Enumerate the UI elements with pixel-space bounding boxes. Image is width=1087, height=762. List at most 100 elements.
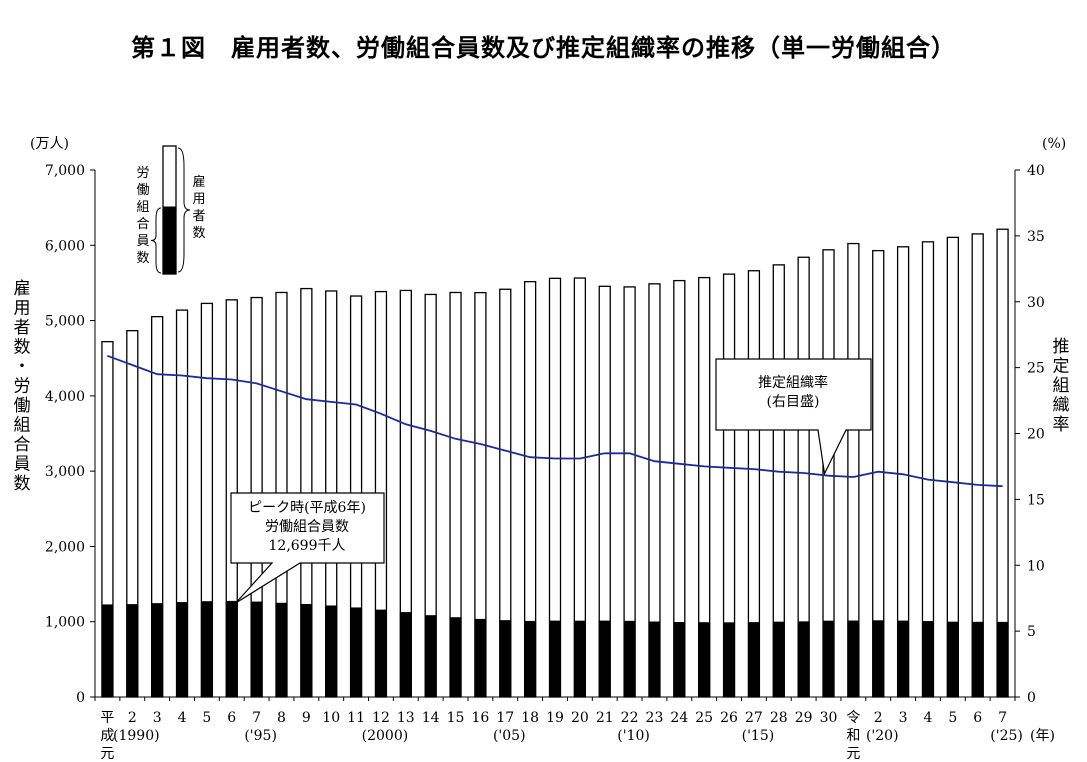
x-tick-label: 7 — [998, 710, 1007, 726]
union-bar — [723, 622, 736, 698]
x-tick-label: 元 — [100, 746, 114, 762]
peak-callout-text: ピーク時(平成6年) — [248, 500, 366, 516]
right-axis-title-char: 組 — [1053, 376, 1070, 396]
union-bar — [996, 621, 1009, 698]
left-tick-label: 0 — [76, 690, 85, 706]
left-axis-title-char: ・ — [14, 357, 31, 377]
left-axis-title-char: 組 — [14, 416, 31, 436]
x-tick-label: 令 — [846, 710, 860, 726]
left-axis-title-char: 用 — [14, 299, 31, 319]
union-bar — [176, 602, 189, 698]
x-tick-label: 4 — [178, 710, 187, 726]
left-axis-title-char: 員 — [14, 455, 31, 475]
rate-callout-box — [715, 358, 872, 476]
legend-inner-label-char: 員 — [136, 234, 149, 249]
union-bar — [673, 622, 686, 698]
year-annotation: (1990) — [113, 728, 160, 744]
right-tick-label: 35 — [1027, 229, 1045, 245]
right-axis-title-char: 推 — [1053, 337, 1070, 357]
chart-title: 第１図 雇用者数、労働組合員数及び推定組織率の推移（単一労働組合） — [131, 34, 956, 62]
right-tick-label: 15 — [1027, 492, 1045, 508]
year-annotation: ('20) — [866, 728, 899, 744]
year-annotation: ('05) — [493, 728, 526, 744]
x-tick-label: 6 — [227, 710, 236, 726]
year-annotation: ('10) — [617, 728, 650, 744]
year-annotation: ('15) — [742, 728, 775, 744]
union-bar — [474, 618, 487, 698]
x-tick-label: 和 — [846, 728, 860, 744]
union-bar — [897, 620, 910, 698]
x-tick-label: 3 — [899, 710, 908, 726]
x-tick-label: 19 — [546, 710, 564, 726]
union-bar — [424, 615, 437, 698]
year-annotation: ('25) — [990, 728, 1023, 744]
peak-callout-text: 労働組合員数 — [265, 519, 349, 535]
x-tick-label: 26 — [720, 710, 738, 726]
union-bar — [101, 604, 114, 698]
union-bar — [449, 617, 462, 698]
legend-inner-label-char: 労 — [136, 166, 149, 181]
x-tick-label: 4 — [924, 710, 933, 726]
legend-inner-label-char: 働 — [136, 183, 149, 198]
left-tick-label: 4,000 — [45, 389, 85, 405]
union-bar — [126, 604, 139, 698]
left-unit: (万人) — [30, 136, 69, 152]
right-tick-label: 40 — [1027, 163, 1045, 179]
union-bar — [573, 620, 586, 698]
rate-callout-text: 推定組織率 — [758, 374, 828, 391]
x-tick-label: 24 — [670, 710, 688, 726]
callouts: ピーク時(平成6年) 労働組合員数 12,699千人 推定組織率 (右目盛) — [230, 358, 872, 604]
year-annotation: ('95) — [244, 728, 277, 744]
x-tick-label: 2 — [128, 710, 137, 726]
left-axis-title-char: 労 — [14, 377, 31, 397]
union-bar — [946, 621, 959, 698]
right-tick-label: 5 — [1027, 624, 1036, 640]
left-axis-title-char: 者 — [14, 318, 31, 338]
union-bar — [549, 620, 561, 698]
x-tick-label: 25 — [695, 710, 713, 726]
x-tick-label: 29 — [795, 710, 813, 726]
union-bar — [797, 621, 810, 698]
legend-inner-brace — [150, 207, 162, 274]
union-bar — [623, 620, 636, 698]
union-bar — [350, 607, 363, 698]
left-tick-label: 5,000 — [45, 314, 85, 330]
union-bar — [499, 620, 512, 698]
right-axis-title-char: 定 — [1053, 357, 1070, 377]
x-tick-label: 平 — [100, 710, 114, 726]
union-bar — [872, 620, 885, 698]
right-tick-label: 0 — [1027, 690, 1036, 706]
legend-inner-label-char: 組 — [136, 200, 149, 215]
union-bar — [151, 603, 164, 698]
labels: 0 1,000 2,000 3,000 4,000 5,000 6,000 7,000 0 5 10… — [14, 136, 1070, 762]
x-tick-label: 18 — [521, 710, 539, 726]
x-tick-label: 28 — [770, 710, 788, 726]
rate-polyline — [107, 354, 1003, 488]
left-tick-label: 1,000 — [45, 615, 85, 631]
x-tick-label: 6 — [973, 710, 982, 726]
peak-callout-box — [230, 492, 385, 604]
legend-outer-label-char: 者 — [192, 209, 205, 224]
union-bar — [275, 602, 288, 698]
x-tick-label: 23 — [646, 710, 664, 726]
x-tick-label: 20 — [571, 710, 589, 726]
x-unit: (年) — [1030, 728, 1055, 744]
x-tick-label: 10 — [322, 710, 340, 726]
rate-line — [107, 354, 1003, 488]
left-tick-label: 7,000 — [45, 163, 85, 179]
union-bar — [747, 622, 760, 698]
right-tick-label: 30 — [1027, 295, 1045, 311]
x-tick-label: 3 — [153, 710, 162, 726]
right-tick-label: 20 — [1027, 427, 1045, 443]
x-tick-label: 16 — [471, 710, 489, 726]
x-tick-label: 15 — [447, 710, 465, 726]
rate-callout-text: (右目盛) — [767, 394, 820, 410]
x-tick-label: 22 — [621, 710, 639, 726]
left-axis-title-char: 数 — [14, 474, 31, 494]
union-bar — [598, 620, 611, 698]
legend-outer-brace — [177, 147, 191, 273]
x-tick-label: 9 — [302, 710, 311, 726]
left-axis-title-char: 雇 — [14, 279, 31, 299]
